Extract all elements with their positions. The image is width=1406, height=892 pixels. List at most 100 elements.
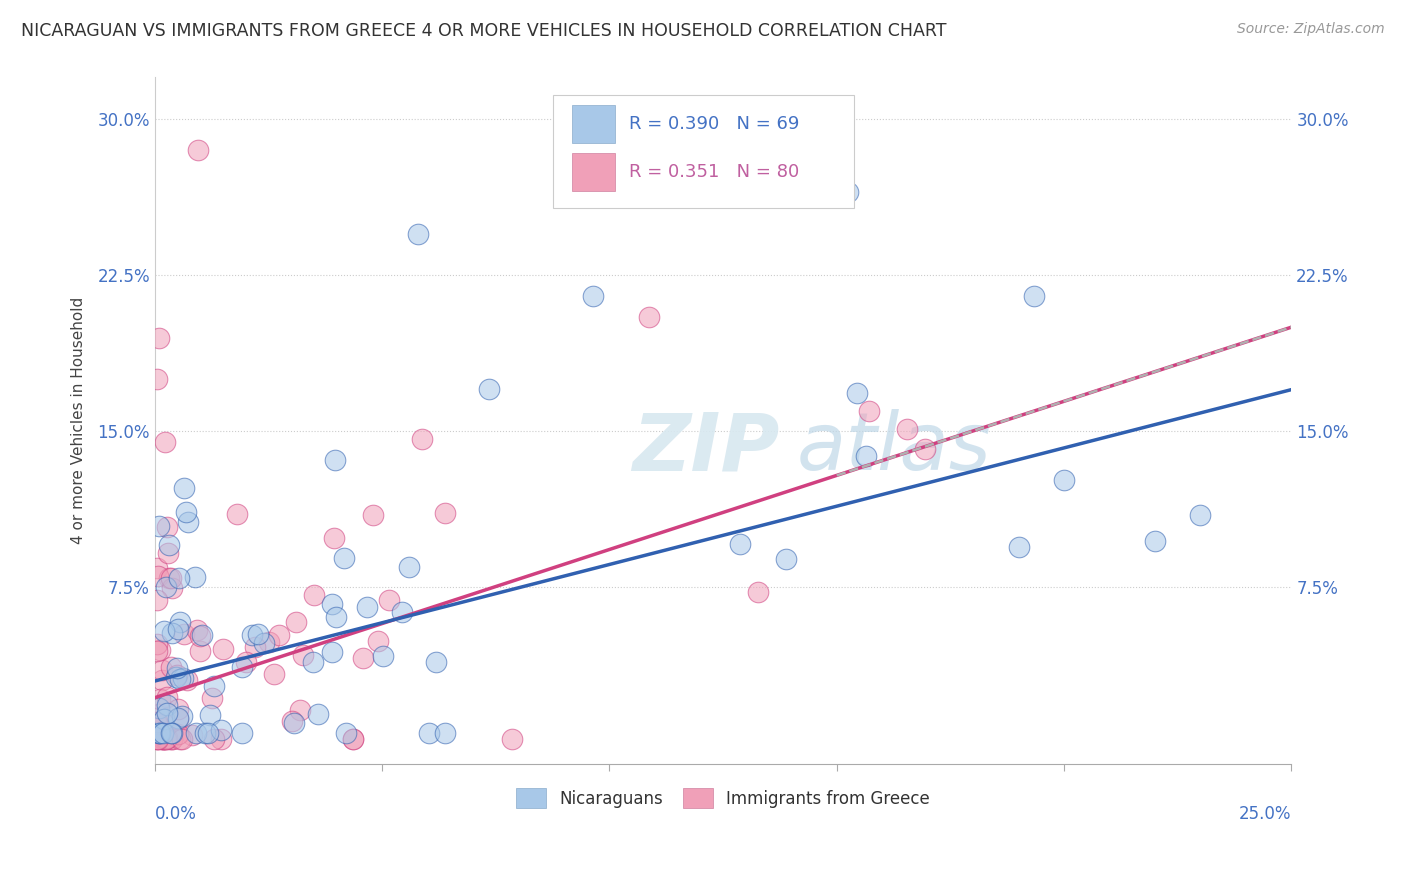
Point [167,622,190,636]
Text: atlas: atlas [797,409,991,487]
Point [148,726,170,740]
Point [321,597,343,611]
Point [170,732,193,747]
Point [582,289,605,303]
Point [148,726,170,740]
Point [186,726,208,740]
Point [153,434,176,449]
Point [197,726,219,740]
Y-axis label: 4 or more Vehicles in Household: 4 or more Vehicles in Household [72,297,86,544]
Point [257,634,280,648]
FancyBboxPatch shape [553,95,853,208]
Point [301,655,323,669]
Point [747,585,769,599]
Point [378,593,401,607]
Point [155,732,177,747]
Point [152,624,174,638]
Point [434,726,457,740]
Point [146,372,169,386]
Point [356,600,378,615]
FancyBboxPatch shape [572,153,614,191]
Point [166,661,188,675]
Point [501,732,523,747]
Point [1022,289,1045,303]
Point [914,442,936,457]
Point [174,505,197,519]
Point [267,628,290,642]
Point [352,650,374,665]
Point [148,569,170,583]
Point [333,550,356,565]
Point [775,552,797,566]
Point [157,732,180,747]
Point [342,732,364,747]
Point [166,702,188,716]
Point [304,588,326,602]
Point [837,185,859,199]
Point [155,731,177,746]
Point [172,671,194,685]
Point [157,538,180,552]
Point [146,732,169,747]
Point [155,706,177,720]
Point [728,537,751,551]
Text: 25.0%: 25.0% [1239,805,1291,823]
Point [190,644,212,658]
Point [150,663,173,677]
Point [169,615,191,630]
Point [181,728,204,742]
Point [156,690,179,705]
Point [162,581,184,595]
Point [157,571,180,585]
Point [638,310,661,325]
Point [243,640,266,654]
Text: 0.0%: 0.0% [155,805,197,823]
Point [160,726,183,740]
Point [170,709,193,723]
Point [153,732,176,747]
Point [253,636,276,650]
Text: Source: ZipAtlas.com: Source: ZipAtlas.com [1237,22,1385,37]
Point [398,559,420,574]
Point [367,633,389,648]
Point [321,645,343,659]
Point [152,732,174,747]
Point [148,518,170,533]
Point [166,667,188,681]
Point [202,732,225,747]
Legend: Nicaraguans, Immigrants from Greece: Nicaraguans, Immigrants from Greece [509,781,936,814]
Point [153,712,176,726]
Point [855,449,877,463]
Point [150,673,173,687]
Point [155,732,177,747]
Point [202,679,225,693]
Point [167,712,190,726]
Point [1189,508,1212,523]
Point [1007,540,1029,554]
Point [209,732,232,747]
Point [190,628,212,642]
Point [148,701,170,715]
Point [391,605,413,619]
Point [283,716,305,731]
Point [162,732,184,747]
Point [173,627,195,641]
Point [169,571,191,585]
Point [146,592,169,607]
Point [434,506,457,520]
Point [146,637,169,651]
Point [408,227,430,241]
Point [152,726,174,740]
Point [1053,473,1076,487]
Point [169,732,191,747]
Point [187,143,209,157]
Point [292,648,315,662]
Point [152,732,174,747]
Point [200,690,222,705]
Point [342,732,364,747]
Point [146,716,169,731]
Point [186,623,208,637]
Point [146,561,169,575]
Point [371,648,394,663]
Point [146,719,169,733]
